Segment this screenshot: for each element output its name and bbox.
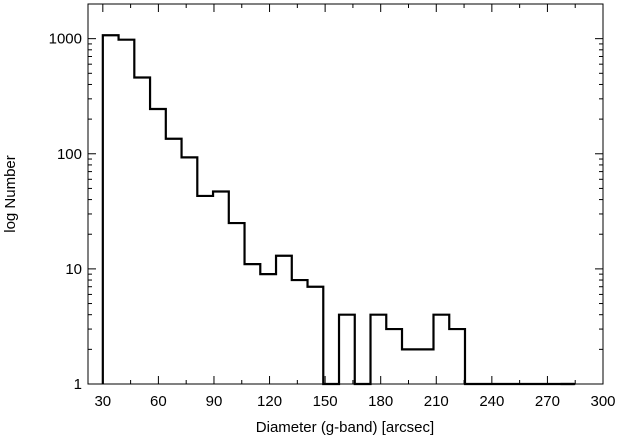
y-tick-label: 1: [74, 376, 82, 393]
y-axis-title: log Number: [2, 155, 19, 233]
tick-labels: 30 60 90 120 150 180 210 240 270 300 1 10 100 1000: [49, 31, 616, 410]
x-tick-label: 210: [424, 393, 449, 410]
x-tick-label: 30: [94, 393, 111, 410]
x-axis-title: Diameter (g-band) [arcsec]: [256, 419, 434, 436]
x-tick-label: 270: [535, 393, 560, 410]
axis-ticks: [88, 3, 604, 385]
x-tick-label: 300: [590, 393, 615, 410]
x-tick-label: 60: [150, 393, 167, 410]
x-tick-label: 180: [368, 393, 393, 410]
x-tick-label: 240: [479, 393, 504, 410]
x-tick-label: 90: [206, 393, 223, 410]
y-tick-label: 100: [57, 146, 82, 163]
x-tick-label: 120: [257, 393, 282, 410]
histogram-step-line: [101, 34, 576, 386]
y-tick-label: 10: [65, 261, 82, 278]
plot-frame: [87, 3, 604, 385]
x-tick-label: 150: [313, 393, 338, 410]
y-tick-label: 1000: [49, 31, 82, 48]
